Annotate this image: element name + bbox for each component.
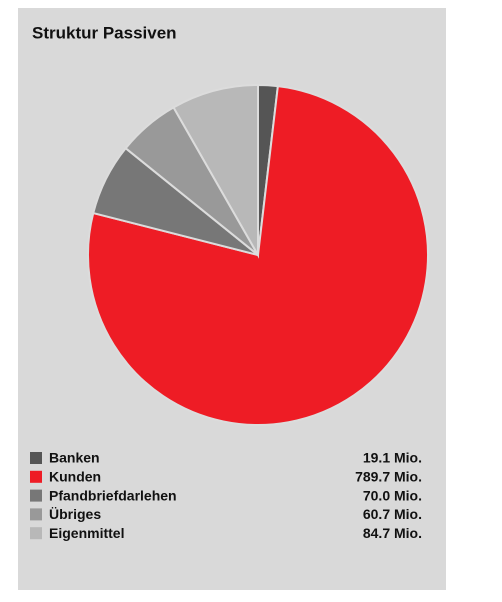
value-label: 19.1 Mio. (363, 450, 422, 466)
legend-swatch (30, 508, 42, 521)
legend-label: Banken (49, 450, 100, 466)
legend-swatch (30, 452, 42, 464)
pie-slice (172, 83, 259, 259)
value-label: 70.0 Mio. (363, 487, 422, 503)
legend-label: Übriges (49, 506, 101, 522)
legend-label: Eigenmittel (49, 525, 124, 541)
chart-title: Struktur Passiven (32, 23, 177, 42)
legend-swatch (30, 527, 42, 540)
value-label: 84.7 Mio. (363, 525, 422, 541)
legend-label: Pfandbriefdarlehen (49, 487, 177, 503)
legend-swatch (30, 470, 42, 483)
value-label: 789.7 Mio. (355, 469, 422, 485)
value-label: 60.7 Mio. (363, 506, 422, 522)
legend-swatch (30, 489, 42, 502)
legend-label: Kunden (49, 469, 101, 485)
